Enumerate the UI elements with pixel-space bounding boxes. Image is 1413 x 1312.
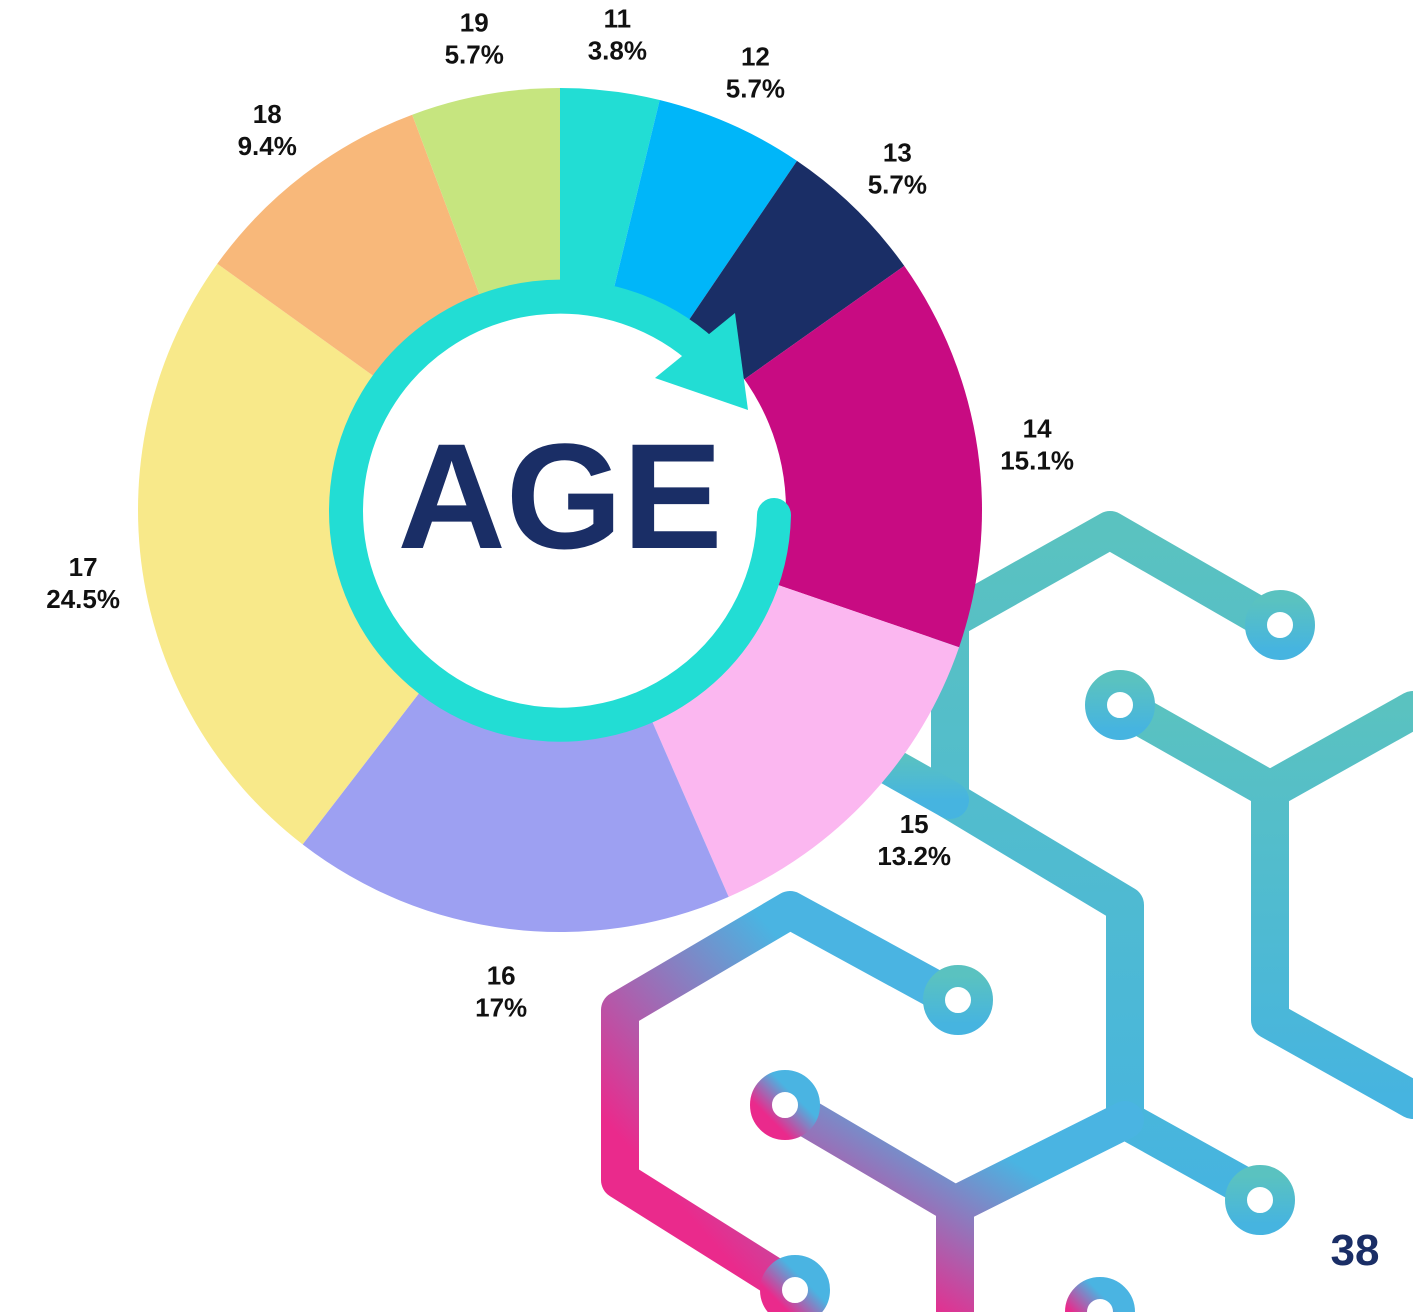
slice-value-label: 13.2% xyxy=(877,841,951,871)
slice-category: 19 xyxy=(460,8,489,38)
slice-category: 15 xyxy=(900,809,929,839)
slice-category: 17 xyxy=(69,552,98,582)
page-number: 38 xyxy=(1331,1226,1380,1275)
slice-value-label: 9.4% xyxy=(238,131,297,161)
slice-value-label: 17% xyxy=(475,992,527,1022)
slice-value-label: 24.5% xyxy=(46,584,120,614)
slice-category: 12 xyxy=(741,41,770,71)
slice-category: 13 xyxy=(883,138,912,168)
slice-category: 14 xyxy=(1023,413,1052,443)
slice-value-label: 5.7% xyxy=(445,40,504,70)
slide: AGE 38 113.8%125.7%135.7%1415.1%1513.2%1… xyxy=(0,0,1413,1312)
slice-category: 11 xyxy=(604,3,632,33)
slice-category: 18 xyxy=(253,99,282,129)
center-title: AGE xyxy=(397,412,722,580)
slice-value-label: 15.1% xyxy=(1000,445,1074,475)
slice-value-label: 5.7% xyxy=(868,170,927,200)
slice-value-label: 3.8% xyxy=(588,35,647,65)
slice-category: 16 xyxy=(487,960,516,990)
slice-value-label: 5.7% xyxy=(726,73,785,103)
